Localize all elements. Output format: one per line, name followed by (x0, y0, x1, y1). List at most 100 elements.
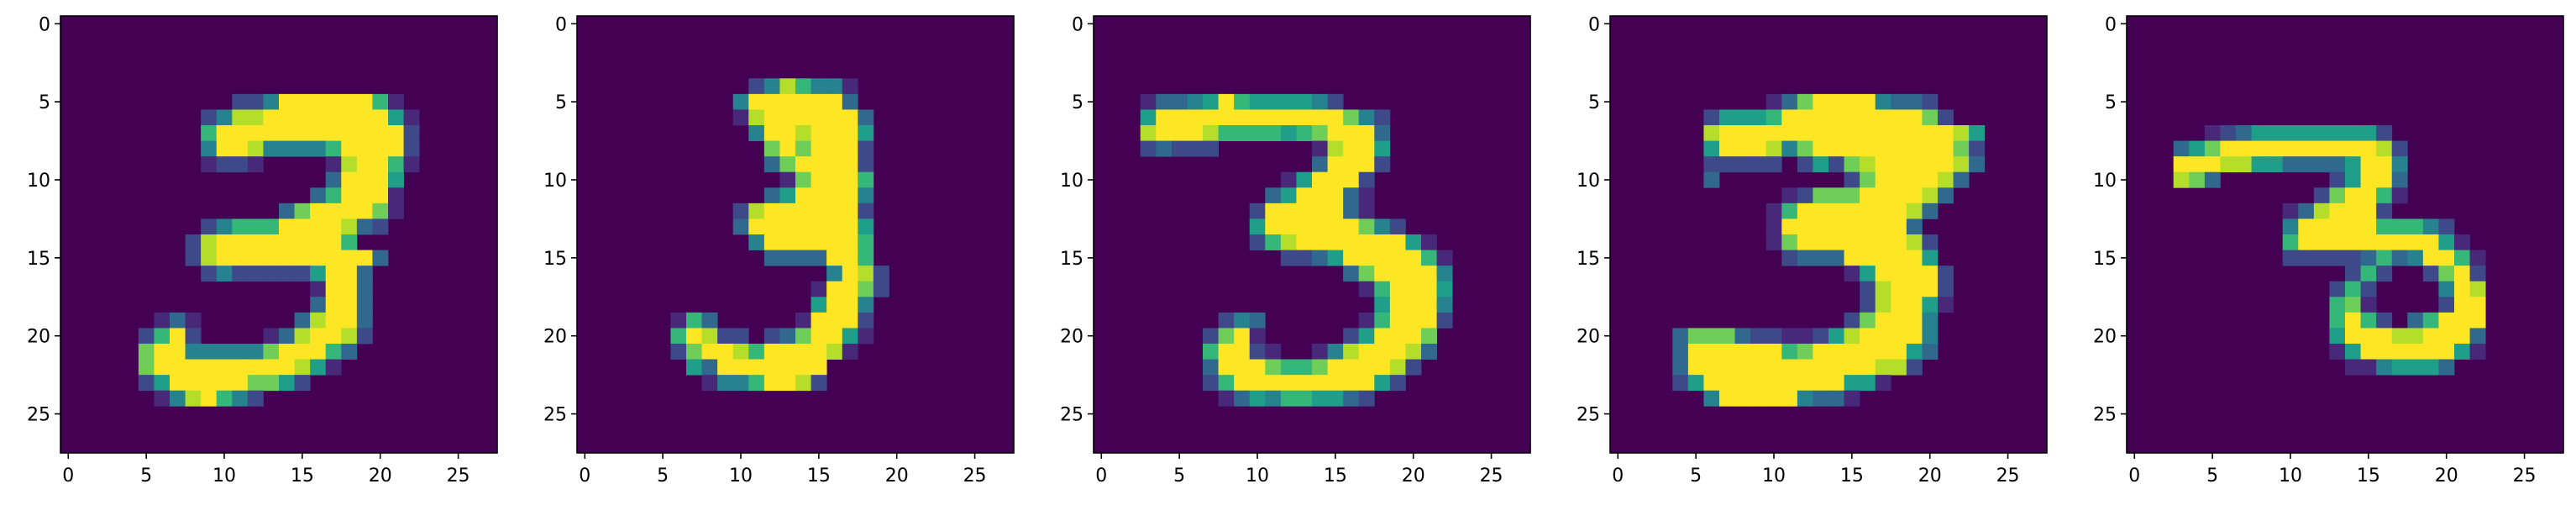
pixel-cell (356, 140, 373, 157)
pixel-cell (388, 109, 404, 126)
pixel-cell (2376, 359, 2393, 376)
pixel-cell (1171, 125, 1188, 141)
pixel-cell (2422, 344, 2439, 360)
pixel-cell (1860, 140, 1876, 157)
pixel-cell (279, 234, 295, 250)
pixel-cell (1860, 312, 1876, 329)
pixel-cell (842, 171, 858, 188)
pixel-cell (2391, 359, 2408, 376)
pixel-cell (1703, 156, 1720, 173)
pixel-cell (2454, 266, 2470, 282)
pixel-cell (763, 218, 780, 235)
x-tick-label: 25 (1996, 466, 2020, 487)
pixel-cell (1249, 344, 1266, 360)
pixel-cell (294, 359, 311, 376)
pixel-cell (1703, 140, 1720, 157)
pixel-cell (1875, 140, 1891, 157)
pixel-cell (1296, 109, 1313, 126)
pixel-cell (216, 266, 233, 282)
pixel-cell (779, 171, 796, 188)
pixel-cell (826, 171, 843, 188)
pixel-cell (1327, 375, 1344, 392)
pixel-cell (2329, 250, 2346, 266)
pixel-cell (356, 266, 373, 282)
pixel-cell (826, 140, 843, 157)
pixel-cell (138, 359, 155, 376)
pixel-cell (1906, 250, 1923, 266)
pixel-cell (1327, 93, 1344, 110)
pixel-cell (2345, 281, 2361, 297)
pixel-cell (341, 297, 358, 313)
pixel-cell (1797, 140, 1813, 157)
pixel-cell (1343, 203, 1360, 219)
pixel-cell (2360, 250, 2377, 266)
pixel-cell (403, 140, 420, 157)
pixel-cell (356, 125, 373, 141)
pixel-cell (2360, 156, 2377, 173)
pixel-cell (1938, 171, 1954, 188)
pixel-cell (1249, 109, 1266, 126)
y-tick-label: 15 (27, 249, 50, 270)
pixel-cell (1828, 375, 1844, 392)
x-tick-label: 15 (1840, 466, 1864, 487)
pixel-cell (1719, 375, 1735, 392)
y-tick-label: 0 (39, 14, 50, 35)
pixel-cell (1249, 375, 1266, 392)
pixel-cell (247, 390, 264, 407)
pixel-cell (2236, 156, 2252, 173)
pixel-cell (1781, 187, 1798, 204)
pixel-cell (1218, 390, 1235, 407)
y-tick-label: 0 (555, 14, 567, 35)
pixel-cell (1891, 93, 1907, 110)
pixel-cell (2391, 171, 2408, 188)
pixel-cell (2376, 250, 2393, 266)
pixel-cell (858, 312, 874, 329)
pixel-cell (842, 250, 858, 266)
pixel-cell (1312, 390, 1328, 407)
pixel-cell (2360, 359, 2377, 376)
pixel-cell (216, 125, 233, 141)
pixel-cell (310, 266, 327, 282)
pixel-cell (1280, 218, 1297, 235)
pixel-cell (1828, 187, 1844, 204)
pixel-cell (263, 250, 280, 266)
pixel-cell (1327, 140, 1344, 157)
pixel-cell (1906, 187, 1923, 204)
pixel-cell (795, 187, 811, 204)
pixel-cell (795, 250, 811, 266)
pixel-cell (356, 250, 373, 266)
pixel-cell (1875, 281, 1891, 297)
pixel-cell (2329, 203, 2346, 219)
pixel-cell (388, 203, 404, 219)
pixel-cell (1891, 156, 1907, 173)
pixel-cell (201, 344, 218, 360)
pixel-cell (842, 218, 858, 235)
pixel-cell (2282, 203, 2299, 219)
pixel-cell (1327, 250, 1344, 266)
pixel-cell (1280, 109, 1297, 126)
pixel-cell (842, 78, 858, 95)
pixel-cell (1358, 187, 1375, 204)
pixel-cell (341, 218, 358, 235)
pixel-cell (2189, 140, 2206, 157)
pixel-cell (1374, 125, 1391, 141)
pixel-cell (1875, 234, 1891, 250)
pixel-cell (388, 140, 404, 157)
pixel-cell (2236, 125, 2252, 141)
pixel-cell (1860, 344, 1876, 360)
pixel-cell (811, 250, 827, 266)
pixel-cell (2360, 125, 2377, 141)
pixel-cell (2391, 250, 2408, 266)
pixel-cell (2298, 250, 2315, 266)
pixel-cell (763, 203, 780, 219)
pixel-cell (232, 140, 249, 157)
pixel-cell (2173, 171, 2190, 188)
pixel-cell (826, 266, 843, 282)
pixel-cell (842, 187, 858, 204)
pixel-cell (1343, 125, 1360, 141)
pixel-cell (154, 359, 171, 376)
pixel-cell (1389, 328, 1406, 345)
pixel-cell (341, 328, 358, 345)
pixel-cell (1906, 312, 1923, 329)
pixel-cell (1765, 344, 1782, 360)
